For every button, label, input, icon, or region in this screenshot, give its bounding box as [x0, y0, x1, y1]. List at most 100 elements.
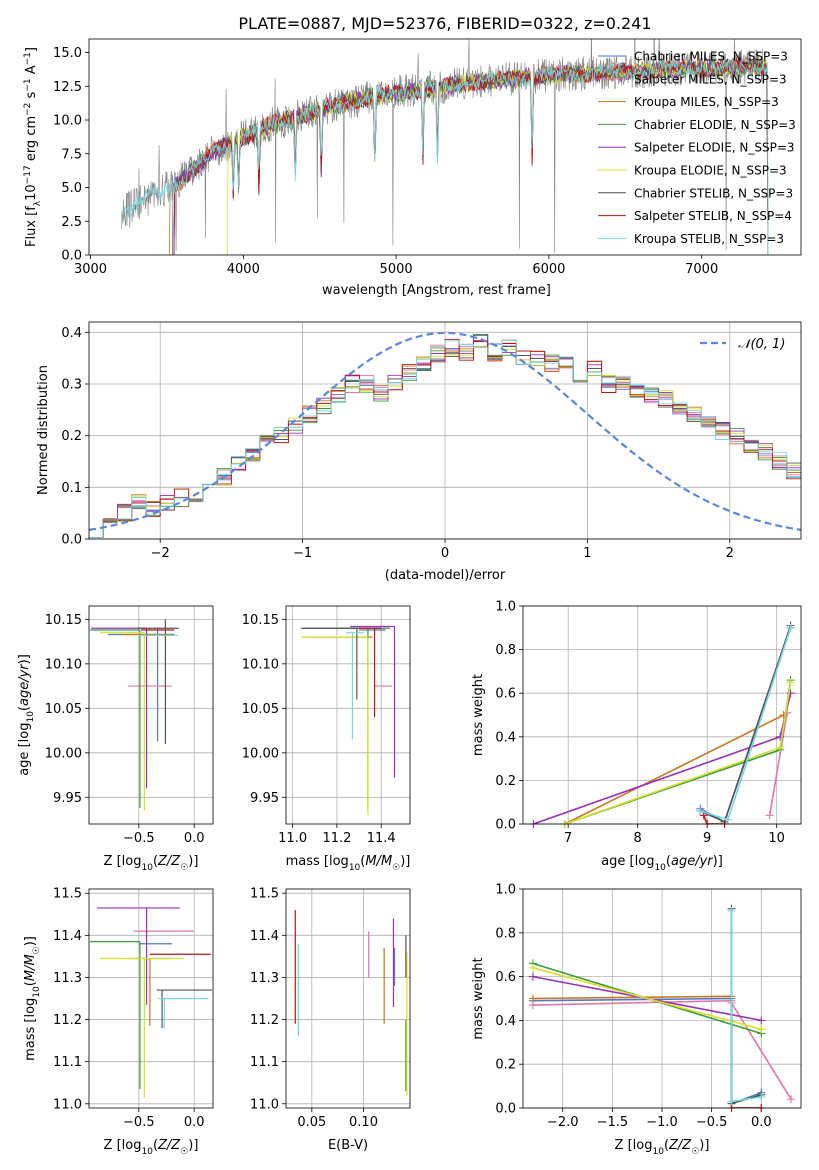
data-point-marker — [757, 1093, 766, 1102]
x-tick-label: 7 — [564, 831, 572, 846]
legend-entry: 𝒩(0, 1) — [738, 337, 785, 352]
y-tick-label: 10.00 — [45, 746, 82, 761]
y-tick-label: 10.00 — [242, 746, 279, 761]
age-vs-mass-panel: 11.0 11.2 11.4 9.95 10.00 10.05 10.10 10.15 mass… — [242, 605, 411, 873]
data-point-marker — [786, 678, 795, 687]
y-tick-label: 0.0 — [61, 249, 82, 264]
series-line — [702, 815, 725, 824]
data-point-marker — [528, 972, 537, 981]
spectrum-panel: 3000 4000 5000 6000 7000 0.0 2.5 5.0 7.5 10.0 12.5… — [23, 38, 802, 298]
model-spectrum-line — [120, 58, 769, 255]
y-tick-label: 0.0 — [495, 818, 516, 833]
y-tick-label: 0.6 — [495, 687, 516, 702]
x-tick-label: 8 — [634, 831, 642, 846]
x-tick-label: 9 — [703, 831, 711, 846]
y-axis-label: Normed distribution — [36, 365, 51, 495]
y-tick-label: 11.1 — [53, 1055, 82, 1070]
x-tick-label: 0.05 — [297, 1115, 326, 1130]
x-tick-label: 4000 — [227, 262, 260, 277]
y-axis-label: mass weight — [471, 957, 486, 1039]
y-tick-label: 0.2 — [495, 774, 516, 789]
y-tick-label: 0.0 — [495, 1102, 516, 1117]
y-tick-label: 11.2 — [250, 1013, 279, 1028]
x-tick-label: 11.2 — [322, 831, 351, 846]
x-axis-label: Z [log10(Z/Z☉)] — [104, 1138, 199, 1157]
y-tick-label: 11.1 — [250, 1055, 279, 1070]
x-tick-label: −0.5 — [123, 831, 155, 846]
data-point-marker — [779, 711, 788, 719]
y-axis-label: age [log10(age/yr)] — [17, 654, 36, 776]
data-point-marker — [528, 963, 537, 972]
y-tick-label: 5.0 — [61, 181, 82, 196]
legend-entry: Kroupa MILES, N_SSP=3 — [634, 95, 779, 109]
x-tick-label: 5000 — [380, 262, 413, 277]
y-tick-label: 11.0 — [53, 1097, 82, 1112]
axes-frame — [522, 888, 802, 1109]
y-tick-label: 1.0 — [495, 883, 516, 898]
x-tick-label: 3000 — [74, 262, 107, 277]
x-tick-label: 0.0 — [184, 1115, 205, 1130]
x-tick-label: 11.4 — [367, 831, 396, 846]
x-axis-label: mass [log10(M/M☉)] — [286, 854, 411, 873]
y-tick-label: 10.15 — [45, 613, 82, 628]
y-tick-label: 11.4 — [250, 929, 279, 944]
x-axis-label: E(B-V) — [328, 1138, 368, 1153]
axes-frame — [88, 321, 802, 540]
x-tick-label: −2.0 — [547, 1115, 579, 1130]
legend-entry: Chabrier ELODIE, N_SSP=3 — [634, 118, 796, 132]
y-tick-label: 0.1 — [61, 481, 82, 496]
legend-entry: Salpeter STELIB, N_SSP=4 — [634, 209, 792, 223]
y-tick-label: 0.4 — [61, 326, 82, 341]
x-tick-label: 0.0 — [184, 831, 205, 846]
x-tick-label: −0.5 — [123, 1115, 155, 1130]
data-point-marker — [727, 906, 736, 915]
data-point-marker — [696, 806, 705, 815]
series-line — [533, 693, 792, 824]
x-axis-label: age [log10(age/yr)] — [601, 854, 723, 873]
data-point-marker — [786, 623, 795, 632]
data-point-marker — [765, 811, 774, 820]
y-tick-label: 10.05 — [242, 702, 279, 717]
x-tick-label: −0.5 — [696, 1115, 728, 1130]
y-tick-label: 11.5 — [53, 887, 82, 902]
y-tick-label: 9.95 — [250, 791, 279, 806]
x-tick-label: 1 — [583, 546, 591, 561]
x-tick-label: −1 — [293, 546, 312, 561]
y-tick-label: 10.15 — [242, 613, 279, 628]
y-tick-label: 9.95 — [53, 791, 82, 806]
x-tick-label: 0 — [441, 546, 449, 561]
y-tick-label: 12.5 — [53, 80, 82, 95]
x-tick-label: 11.0 — [278, 831, 307, 846]
normal-distribution-curve — [89, 331, 801, 531]
y-tick-label: 0.3 — [61, 378, 82, 393]
x-tick-label: 10 — [768, 831, 785, 846]
x-tick-label: 6000 — [532, 262, 565, 277]
y-tick-label: 10.05 — [45, 702, 82, 717]
y-tick-label: 11.3 — [250, 971, 279, 986]
series-line — [768, 712, 788, 816]
legend-entry: Chabrier MILES, N_SSP=3 — [634, 50, 788, 64]
x-tick-label: 2 — [726, 546, 734, 561]
y-tick-label: 11.3 — [53, 971, 82, 986]
y-tick-label: 0.2 — [61, 429, 82, 444]
y-tick-label: 0.4 — [495, 1014, 516, 1029]
x-axis-label: (data-model)/error — [385, 568, 506, 583]
legend-entry: Kroupa STELIB, N_SSP=3 — [634, 232, 784, 246]
y-tick-label: 0.0 — [61, 533, 82, 548]
series-line — [564, 679, 792, 824]
y-tick-label: 1.0 — [495, 600, 516, 615]
y-tick-label: 0.6 — [495, 970, 516, 985]
legend-entry: Salpeter ELODIE, N_SSP=3 — [634, 141, 795, 155]
mass-vs-ebv-panel: 0.05 0.10 11.0 11.1 11.2 11.3 11.4 11.5 E(B-V) — [250, 887, 411, 1153]
series-line — [532, 967, 762, 1030]
y-tick-label: 2.5 — [61, 215, 82, 230]
y-tick-label: 0.8 — [495, 643, 516, 658]
y-tick-label: 10.10 — [242, 657, 279, 672]
y-tick-label: 11.0 — [250, 1097, 279, 1112]
figure-title: PLATE=0887, MJD=52376, FIBERID=0322, z=0… — [238, 14, 651, 33]
y-tick-label: 0.2 — [495, 1058, 516, 1073]
axes-frame — [88, 605, 214, 825]
data-point-marker — [776, 732, 785, 741]
mass-vs-metallicity-panel: −0.5 0.0 11.0 11.1 11.2 11.3 11.4 11.5 Z [log10(… — [23, 887, 214, 1157]
